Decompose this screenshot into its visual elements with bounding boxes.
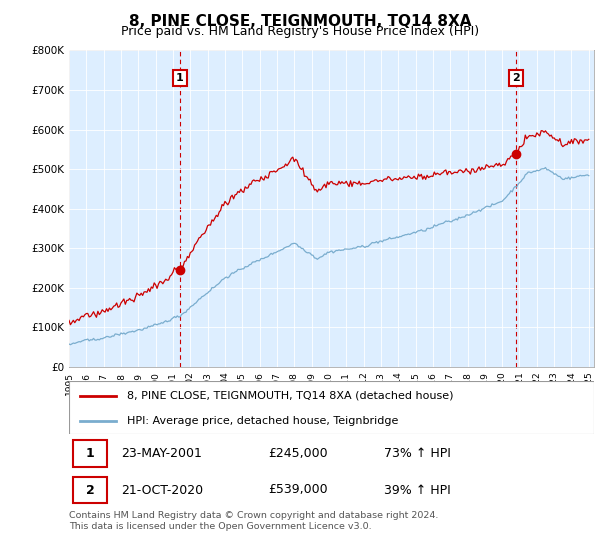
Text: 1: 1 — [86, 447, 95, 460]
Text: £539,000: £539,000 — [269, 483, 328, 497]
Text: 73% ↑ HPI: 73% ↑ HPI — [384, 447, 451, 460]
Text: 8, PINE CLOSE, TEIGNMOUTH, TQ14 8XA: 8, PINE CLOSE, TEIGNMOUTH, TQ14 8XA — [129, 14, 471, 29]
Bar — [73, 477, 107, 503]
Text: 2: 2 — [86, 483, 95, 497]
Text: 2: 2 — [512, 73, 520, 83]
Text: 8, PINE CLOSE, TEIGNMOUTH, TQ14 8XA (detached house): 8, PINE CLOSE, TEIGNMOUTH, TQ14 8XA (det… — [127, 391, 453, 401]
Text: 39% ↑ HPI: 39% ↑ HPI — [384, 483, 451, 497]
Bar — [73, 440, 107, 467]
Text: 1: 1 — [176, 73, 184, 83]
Text: 23-MAY-2001: 23-MAY-2001 — [121, 447, 202, 460]
Text: HPI: Average price, detached house, Teignbridge: HPI: Average price, detached house, Teig… — [127, 416, 398, 426]
Text: £245,000: £245,000 — [269, 447, 328, 460]
Text: Contains HM Land Registry data © Crown copyright and database right 2024.
This d: Contains HM Land Registry data © Crown c… — [69, 511, 439, 531]
Text: 21-OCT-2020: 21-OCT-2020 — [121, 483, 203, 497]
Text: Price paid vs. HM Land Registry's House Price Index (HPI): Price paid vs. HM Land Registry's House … — [121, 25, 479, 38]
